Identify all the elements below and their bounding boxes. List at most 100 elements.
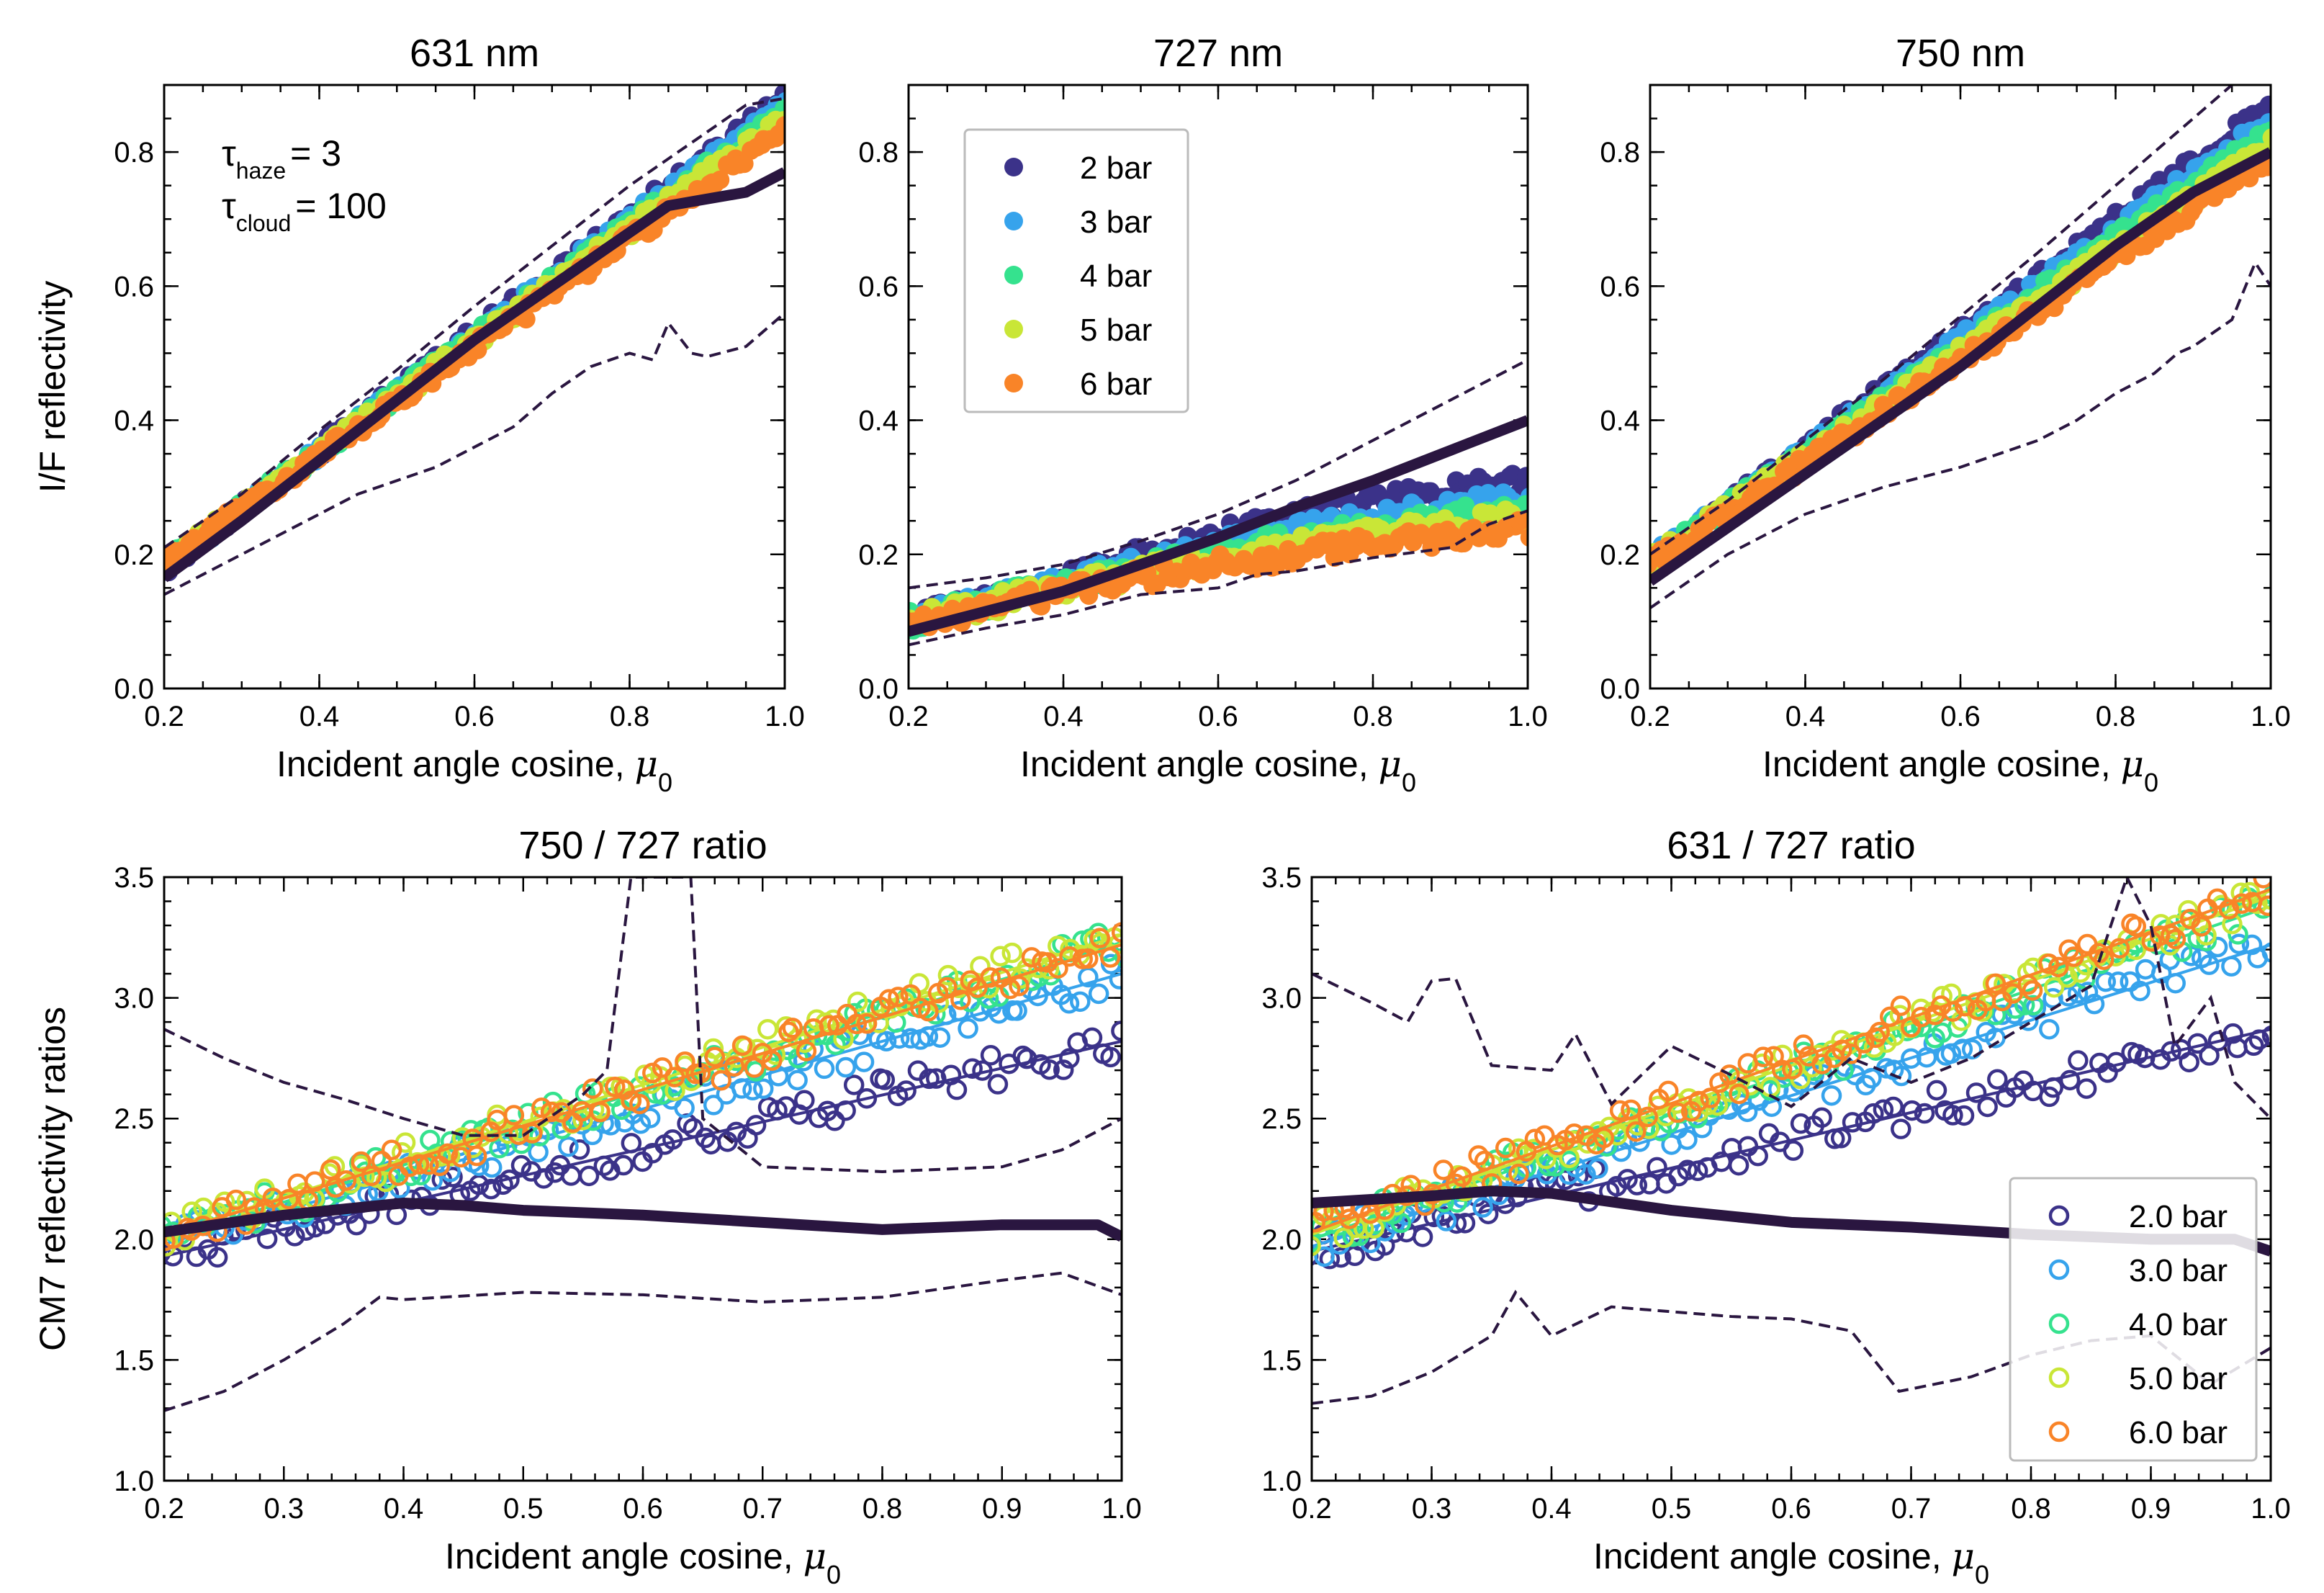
data-point [1637,1106,1658,1128]
data-point [1517,467,1528,486]
data-point [1841,1044,1862,1064]
legend-box [963,128,1189,413]
x-axis-label: Incident angle cosine, μ0 [1593,1535,1989,1589]
data-point [1985,1028,2006,1049]
data-point [1772,1059,1793,1081]
data-point [794,1090,815,1110]
chart-title: 727 nm [1153,32,1283,75]
data-point [2076,1078,2097,1099]
data-point [1647,1157,1667,1178]
series-2-0-bar [1312,1023,2271,1270]
data-point [437,1143,459,1165]
data-layer-p631 [164,85,785,596]
data-point [1942,1105,1963,1126]
x-tick-label: 0.4 [1043,701,1084,732]
legend-label: 4.0 bar [2129,1307,2228,1342]
data-point [320,1159,341,1180]
legend-box [2009,1177,2258,1462]
data-point [990,946,1011,967]
data-point [787,1069,808,1091]
data-point [856,1087,878,1109]
data-layer-p727 [909,358,1528,647]
data-point [962,1058,983,1079]
data-point [466,1145,487,1167]
data-point [1729,1083,1749,1105]
x-tick-label: 0.4 [1531,1493,1572,1525]
data-point [2125,916,2147,937]
data-point [1339,1208,1360,1229]
data-point [409,1154,430,1175]
observed-upper-bound [909,358,1528,590]
data-point [510,1154,532,1176]
data-point [481,1157,503,1178]
y-tick-label: 1.5 [114,1345,154,1376]
data-point [1503,465,1522,484]
data-point [1100,1046,1121,1068]
x-tick-label: 0.6 [454,701,495,732]
data-point [675,1051,695,1072]
data-point [1109,969,1122,990]
data-point [256,1228,278,1249]
series-fit-line [164,1039,1122,1258]
data-point [726,1121,747,1143]
data-point [1677,1129,1698,1150]
data-point [980,967,1001,988]
x-tick-label: 0.6 [1198,701,1238,732]
observed-upper-bound [1650,85,2235,556]
data-point [1111,922,1122,943]
data-point [757,1018,778,1040]
observed-mean-line [909,415,1528,637]
data-point [674,1098,695,1118]
data-point [1977,1096,1998,1118]
series-2-0-bar [164,1020,1122,1268]
legend-label: 3 bar [1080,205,1152,240]
x-tick-label: 0.2 [144,701,184,732]
data-point [2191,916,2212,937]
plot-frame [907,84,1529,690]
data-point [480,1178,502,1200]
legend-marker [1004,320,1023,338]
data-point [704,1046,726,1068]
x-tick-label: 0.2 [1292,1493,1332,1525]
data-point [2228,924,2248,945]
observed-upper-bound [164,877,1122,1173]
x-tick-label: 1.0 [1508,701,1548,732]
data-point [1842,1112,1863,1133]
data-point [1059,1048,1080,1069]
data-point [1333,1227,1354,1249]
data-point [2059,1069,2081,1091]
data-point [1752,1046,1774,1067]
legend-p727: 2 bar 3 bar 4 bar 5 bar 6 bar [963,128,1189,413]
data-point [2165,928,2186,950]
legend-label: 5.0 bar [2129,1361,2228,1396]
data-point [929,1027,951,1048]
data-point [2068,1050,2089,1071]
data-point [1639,1174,1660,1195]
data-point [1058,992,1080,1014]
data-point [703,1038,724,1059]
data-point [1677,1159,1698,1180]
legend-marker [1004,212,1023,230]
legend-label: 2 bar [1080,151,1152,186]
y-axis-label: I/F reflectivity [32,281,73,493]
data-point [2039,1018,2060,1040]
data-point [1312,1235,1321,1257]
data-point [2199,954,2220,975]
data-point [847,991,868,1013]
data-point [1524,1128,1546,1149]
data-point [1883,1096,1904,1118]
data-point [824,1110,845,1131]
data-point [2095,971,2117,992]
y-tick-label: 1.5 [1261,1345,1302,1376]
x-tick-label: 1.0 [2251,701,2291,732]
data-point [1412,1226,1433,1247]
data-point [878,989,900,1010]
y-tick-label: 3.5 [1261,862,1302,894]
x-tick-label: 1.0 [765,701,805,732]
x-tick-label: 0.8 [2096,701,2136,732]
ticks-p727 [907,84,1529,690]
legend-label: 6.0 bar [2129,1415,2228,1450]
y-axis-label: CM7 reflectivity ratios [32,1007,73,1351]
